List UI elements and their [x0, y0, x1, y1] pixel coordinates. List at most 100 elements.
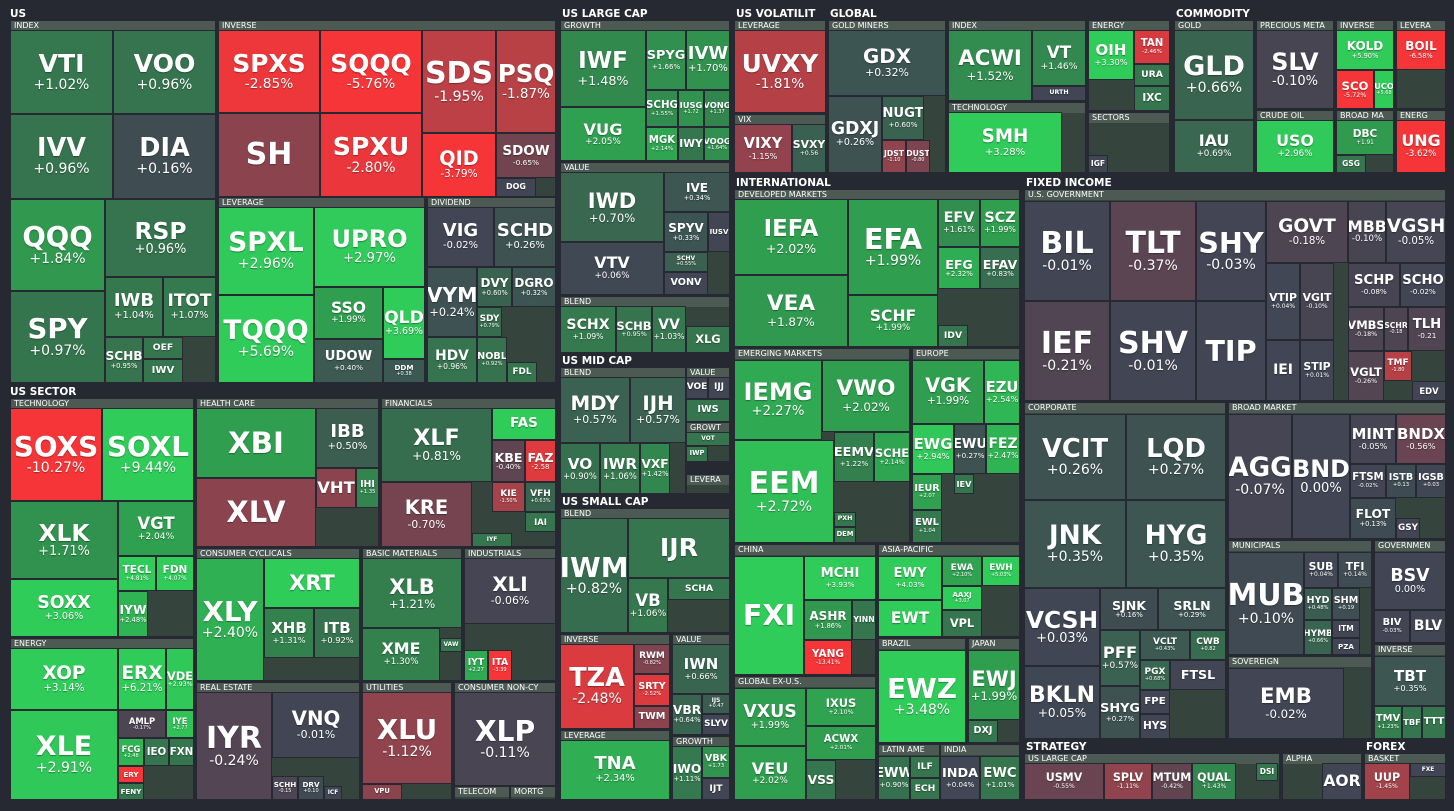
ticker-tile[interactable]: IVW +1.70% [686, 30, 730, 90]
ticker-tile[interactable]: ERY [118, 766, 144, 783]
ticker-tile[interactable]: ASHR +1.86% [804, 600, 852, 640]
ticker-tile[interactable]: QQQ +1.84% [10, 199, 105, 291]
ticker-tile[interactable]: EDV [1412, 381, 1446, 401]
ticker-tile[interactable]: VEU +2.02% [734, 746, 806, 800]
ticker-tile[interactable]: AAXJ +3.07 [942, 586, 982, 610]
ticker-tile[interactable]: GDX +0.32% [828, 30, 946, 96]
ticker-tile[interactable]: PZA [1332, 638, 1360, 655]
ticker-tile[interactable]: VGLT -0.26% [1348, 351, 1384, 401]
ticker-tile[interactable]: IWM +0.82% [560, 518, 628, 633]
ticker-tile[interactable]: VCSH +0.03% [1024, 588, 1100, 666]
ticker-tile[interactable]: XLG [686, 326, 730, 353]
ticker-tile[interactable]: ILF [910, 756, 940, 778]
ticker-tile[interactable]: XOP +3.14% [10, 648, 118, 710]
ticker-tile[interactable]: IGSB +0.03 [1416, 464, 1446, 498]
ticker-tile[interactable]: FLOT +0.13% [1350, 498, 1396, 539]
ticker-tile[interactable]: ACWI +1.52% [948, 30, 1032, 101]
ticker-tile[interactable]: VDE +2.93% [166, 648, 194, 710]
ticker-tile[interactable]: TBF [1402, 706, 1422, 739]
ticker-tile[interactable]: EWG +2.94% [912, 424, 954, 474]
ticker-tile[interactable]: VOE [686, 377, 708, 399]
ticker-tile[interactable]: SOXL +9.44% [102, 408, 194, 501]
ticker-tile[interactable]: ITM [1332, 620, 1360, 638]
ticker-tile[interactable]: GLD +0.66% [1174, 30, 1254, 120]
ticker-tile[interactable]: VTV +0.06% [560, 242, 664, 295]
ticker-tile[interactable]: SRTY -2.52% [634, 674, 670, 706]
ticker-tile[interactable]: SCHA [668, 578, 730, 600]
ticker-tile[interactable]: ITA -3.39 [488, 650, 512, 681]
ticker-tile[interactable]: SH [218, 113, 320, 197]
ticker-tile[interactable]: QLD +3.69% [383, 287, 425, 359]
ticker-tile[interactable]: VGSH -0.05% [1386, 201, 1446, 263]
ticker-tile[interactable]: VNQ -0.01% [272, 692, 360, 758]
ticker-tile[interactable]: EFV +1.61% [938, 199, 980, 247]
ticker-tile[interactable]: VV +1.03% [652, 306, 686, 353]
ticker-tile[interactable]: EWU +0.27% [954, 424, 986, 474]
ticker-tile[interactable]: FCG +2.48 [118, 738, 144, 766]
ticker-tile[interactable]: SCHE +2.14% [874, 432, 910, 482]
ticker-tile[interactable]: BND 0.00% [1292, 414, 1350, 539]
ticker-tile[interactable]: TQQQ +5.69% [218, 295, 314, 383]
ticker-tile[interactable]: RWM -0.82% [634, 644, 670, 674]
ticker-tile[interactable]: VCIT +0.26% [1024, 414, 1126, 500]
ticker-tile[interactable]: FDL [507, 362, 537, 383]
ticker-tile[interactable]: USO +2.96% [1256, 120, 1334, 173]
ticker-tile[interactable]: IWY [678, 127, 704, 161]
ticker-tile[interactable]: HYG +0.35% [1126, 500, 1226, 588]
ticker-tile[interactable]: DXJ [968, 720, 998, 743]
ticker-tile[interactable]: IXUS +2.10% [806, 688, 876, 726]
ticker-tile[interactable]: VTI +1.02% [10, 30, 113, 114]
ticker-tile[interactable]: BOIL -6.58% [1396, 30, 1446, 70]
ticker-tile[interactable]: XLK +1.71% [10, 501, 118, 579]
ticker-tile[interactable]: URTH [1032, 86, 1086, 101]
ticker-tile[interactable]: SMH +3.28% [948, 112, 1062, 173]
ticker-tile[interactable]: IEUR +2.07 [912, 474, 942, 510]
ticker-tile[interactable]: MUB +0.10% [1228, 552, 1304, 655]
ticker-tile[interactable]: XLY +2.40% [196, 558, 264, 681]
ticker-tile[interactable]: IYF [472, 533, 512, 547]
ticker-tile[interactable]: TNA +2.34% [560, 740, 670, 800]
ticker-tile[interactable]: SCZ +1.99% [980, 199, 1020, 247]
ticker-tile[interactable]: UCO +5.68 [1374, 70, 1394, 109]
ticker-tile[interactable]: YINN [852, 600, 876, 640]
ticker-tile[interactable]: BLV [1410, 610, 1446, 643]
ticker-tile[interactable]: EWA +2.10% [942, 556, 982, 586]
ticker-tile[interactable]: EFG +2.32% [938, 247, 980, 289]
ticker-tile[interactable]: XLI -0.06% [464, 558, 556, 624]
ticker-tile[interactable]: FPE [1140, 690, 1170, 714]
ticker-tile[interactable]: UPRO +2.97% [314, 207, 425, 287]
ticker-tile[interactable]: SCHR -0.18 [1384, 307, 1408, 351]
ticker-tile[interactable]: MBB -0.10% [1348, 201, 1386, 263]
ticker-tile[interactable]: VUG +2.05% [560, 107, 646, 161]
ticker-tile[interactable]: KOLD +5.90% [1336, 30, 1394, 70]
ticker-tile[interactable]: FXE [1410, 763, 1446, 777]
ticker-tile[interactable]: UVXY -1.81% [734, 30, 826, 113]
ticker-tile[interactable]: IHI +1.35 [356, 468, 379, 508]
ticker-tile[interactable]: OEF [143, 337, 183, 359]
ticker-tile[interactable]: VONV [664, 272, 708, 295]
ticker-tile[interactable]: VGIT -0.10% [1300, 263, 1334, 340]
ticker-tile[interactable]: IWS [686, 399, 730, 422]
ticker-tile[interactable]: UDOW +0.40% [314, 339, 383, 383]
ticker-tile[interactable]: SCHB +0.95% [105, 337, 143, 383]
ticker-tile[interactable]: IEF -0.21% [1024, 301, 1110, 401]
ticker-tile[interactable]: TMV +1.23% [1374, 706, 1402, 739]
ticker-tile[interactable]: SPXL +2.96% [218, 207, 314, 295]
ticker-tile[interactable]: IWR +1.06% [600, 443, 640, 494]
ticker-tile[interactable]: IWB +1.04% [105, 277, 163, 337]
ticker-tile[interactable]: EEMV +1.22% [834, 432, 874, 482]
ticker-tile[interactable]: IJR [628, 518, 730, 578]
ticker-tile[interactable]: EWZ +3.48% [878, 650, 966, 743]
ticker-tile[interactable]: SPXS -2.85% [218, 30, 320, 113]
ticker-tile[interactable]: IVE +0.34% [664, 172, 730, 212]
ticker-tile[interactable]: BSV 0.00% [1374, 552, 1446, 610]
ticker-tile[interactable]: VOO +0.96% [113, 30, 216, 114]
ticker-tile[interactable]: IYR -0.24% [196, 692, 272, 800]
ticker-tile[interactable]: TTT [1422, 706, 1446, 739]
ticker-tile[interactable]: BIL -0.01% [1024, 201, 1110, 301]
ticker-tile[interactable]: IWV [143, 359, 183, 383]
ticker-tile[interactable]: QID -3.79% [422, 133, 496, 197]
ticker-tile[interactable]: IWP [686, 446, 708, 462]
ticker-tile[interactable]: DEM [834, 527, 856, 543]
ticker-tile[interactable]: SOXS -10.27% [10, 408, 102, 501]
